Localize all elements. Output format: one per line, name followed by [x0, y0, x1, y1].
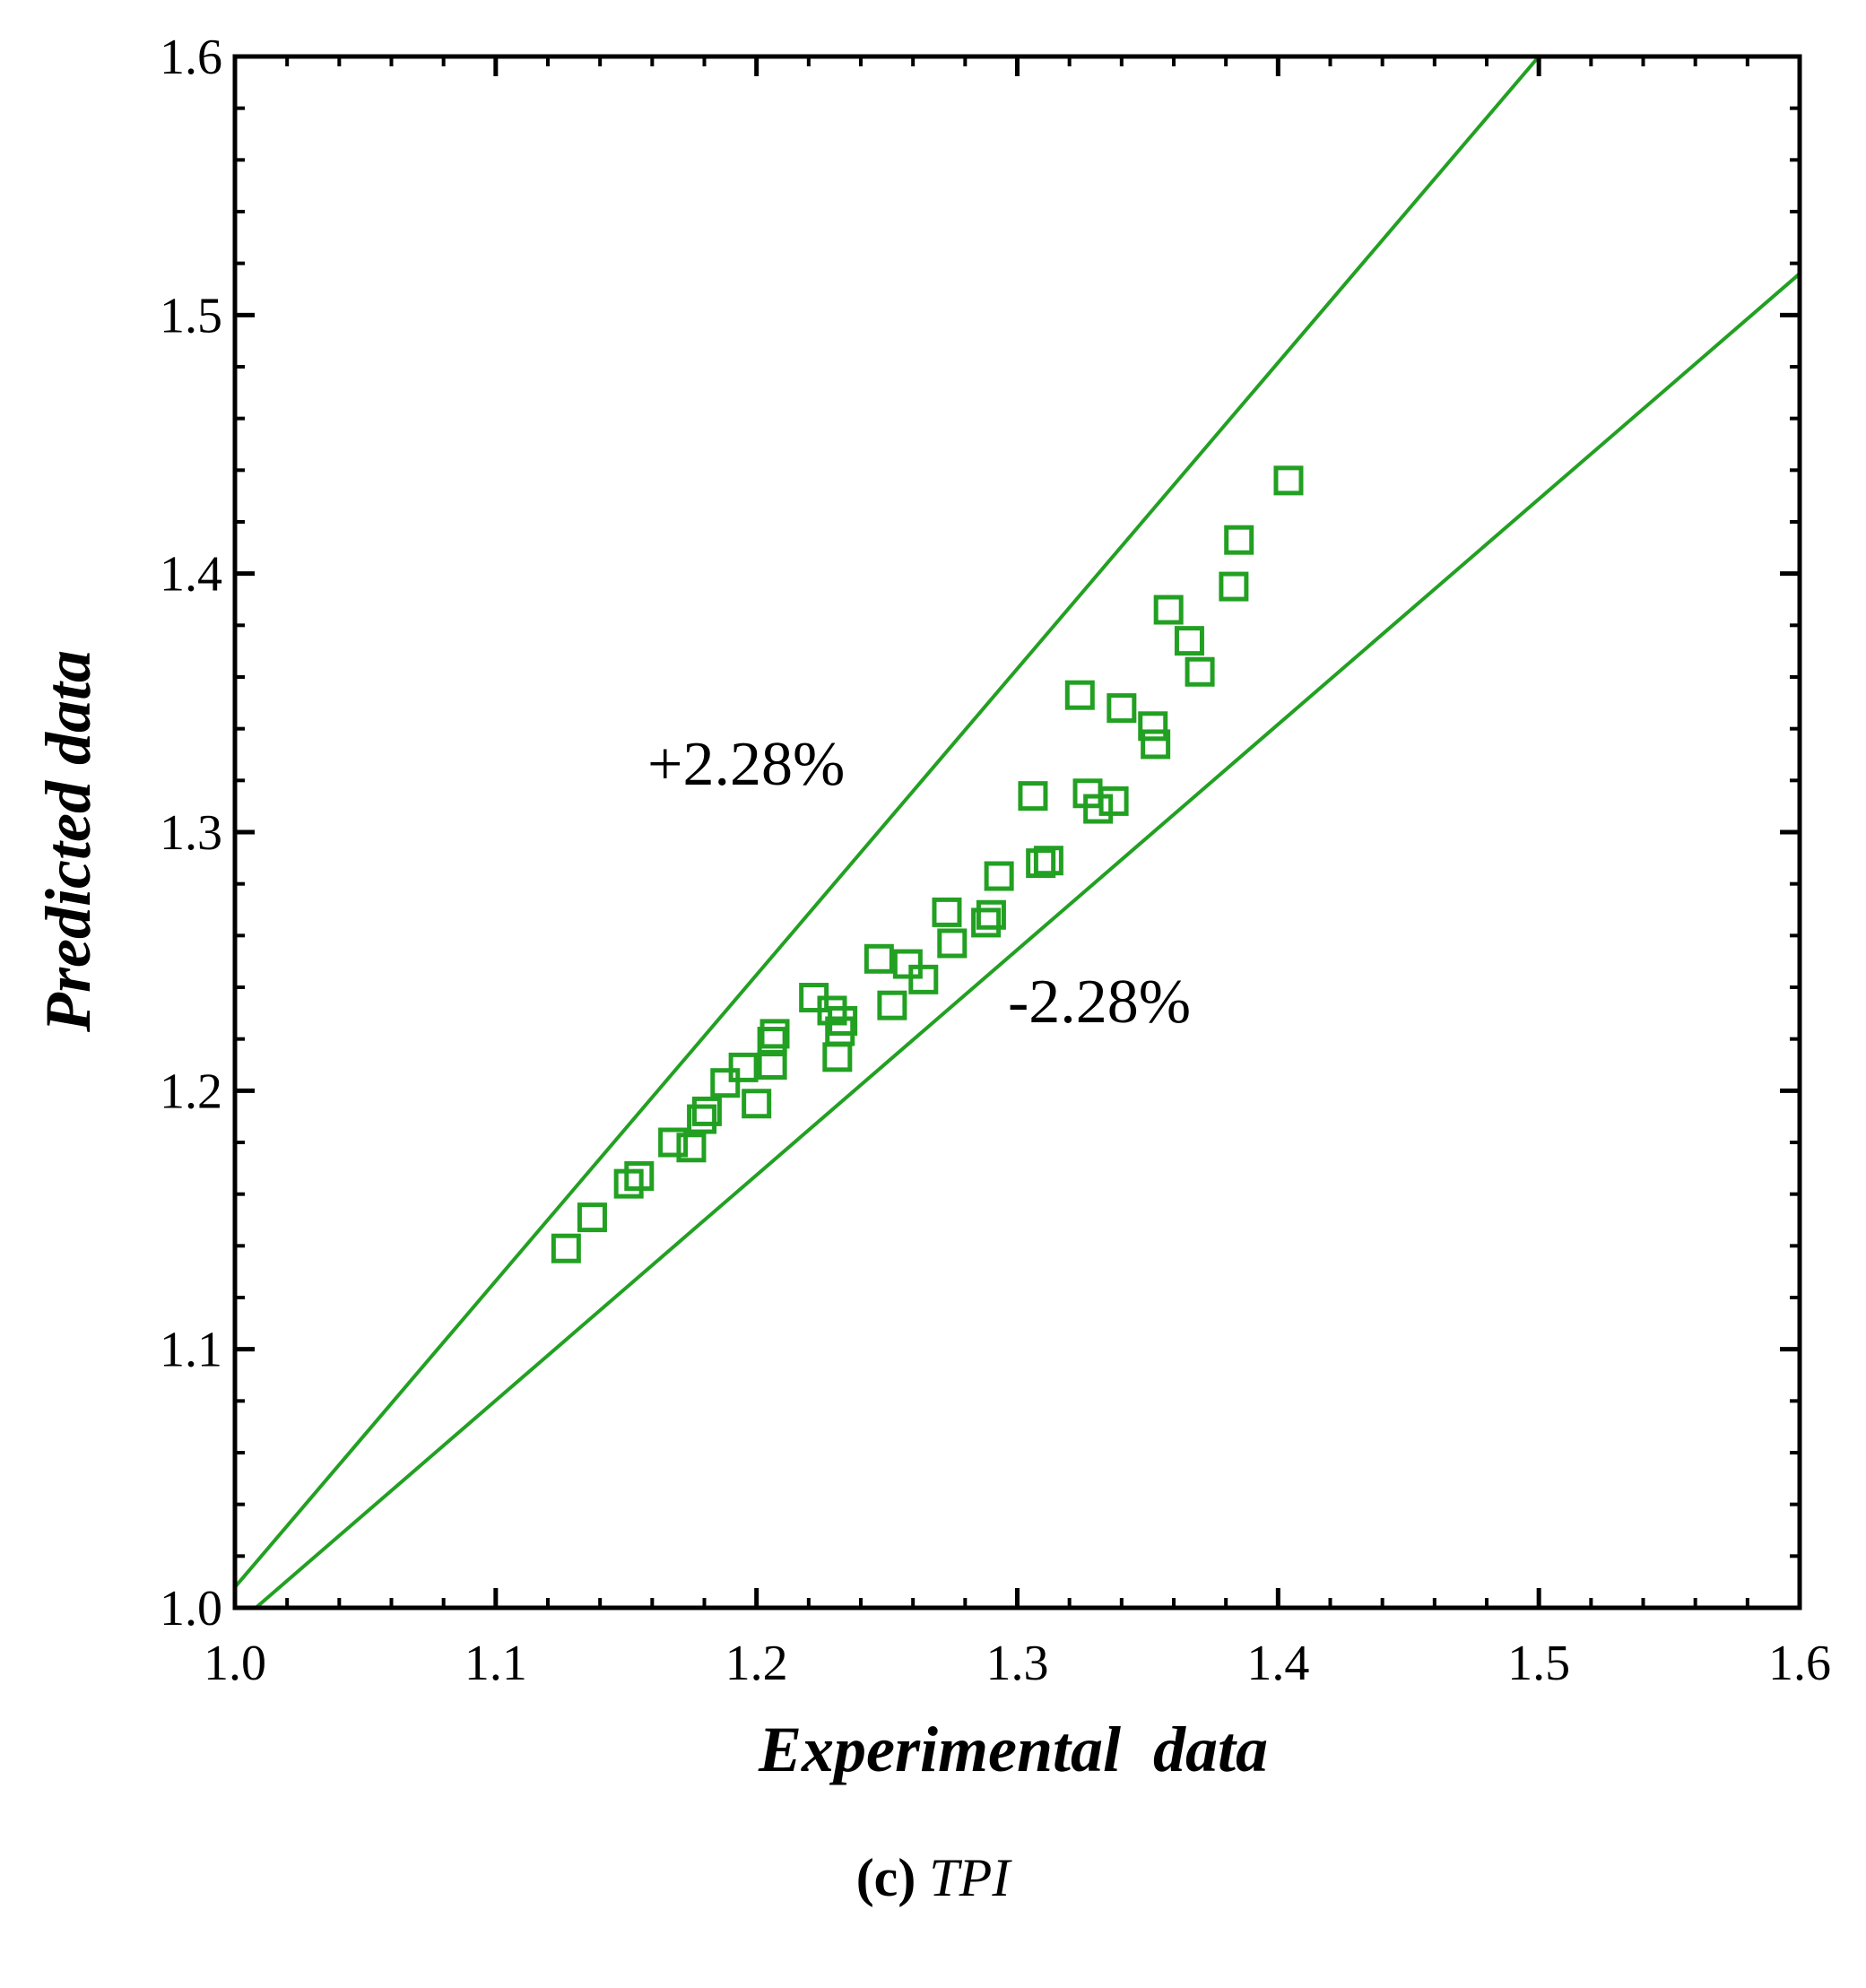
- upper-bound-label: +2.28%: [647, 730, 845, 799]
- data-point: [908, 964, 939, 994]
- y-tick-label: 1.2: [160, 1063, 222, 1119]
- data-point: [691, 1096, 722, 1126]
- data-point: [1026, 848, 1056, 879]
- x-axis-label: Experimental data: [758, 1714, 1268, 1785]
- data-point: [932, 897, 962, 927]
- axis-ticks: [232, 54, 1802, 1610]
- data-point: [877, 990, 907, 1020]
- lower-bound-label: -2.28%: [1008, 968, 1191, 1037]
- data-point: [1224, 525, 1254, 555]
- data-point: [1141, 729, 1171, 760]
- y-tick-label: 1.4: [160, 547, 222, 603]
- data-point: [1273, 465, 1304, 496]
- data-point: [742, 1089, 772, 1119]
- data-point: [1185, 656, 1215, 687]
- data-point: [971, 907, 1002, 938]
- data-point: [710, 1068, 741, 1098]
- data-point: [687, 1104, 717, 1134]
- reference-line-lower: [254, 272, 1800, 1608]
- data-point: [1018, 781, 1048, 812]
- data-point: [577, 1202, 607, 1233]
- tick-labels: 1.0 1.1 1.2 1.3 1.4 1.5 1.6 1.0 1.1 1.2 1.3 1.4 1.5 1…: [160, 30, 1831, 1691]
- y-tick-label: 1.3: [160, 805, 222, 861]
- y-tick-label: 1.1: [160, 1323, 222, 1378]
- data-point: [1174, 626, 1204, 656]
- data-point: [757, 1027, 787, 1057]
- data-point: [1083, 794, 1114, 824]
- data-point: [1107, 693, 1137, 724]
- data-point: [1098, 786, 1129, 816]
- data-point: [1138, 711, 1168, 742]
- y-tick-label: 1.5: [160, 288, 222, 343]
- caption-tag: (c): [855, 1848, 916, 1907]
- data-point: [1219, 571, 1249, 602]
- data-point: [624, 1160, 655, 1191]
- data-point: [892, 949, 923, 979]
- data-point: [551, 1233, 581, 1263]
- data-point: [937, 928, 968, 959]
- data-point: [864, 943, 894, 974]
- data-point: [728, 1052, 759, 1082]
- data-point: [658, 1127, 689, 1158]
- data-point: [1064, 680, 1095, 710]
- data-point: [759, 1019, 790, 1049]
- data-point: [976, 899, 1006, 930]
- plot-frame: [232, 54, 1802, 1610]
- x-tick-label: 1.4: [1246, 1636, 1309, 1691]
- data-point: [1153, 595, 1184, 625]
- y-axis-label: Predicted data: [32, 650, 104, 1033]
- y-tick-label: 1.6: [160, 30, 222, 85]
- data-point: [984, 861, 1014, 891]
- x-tick-label: 1.0: [204, 1636, 266, 1691]
- y-tick-label: 1.0: [160, 1581, 222, 1636]
- data-points: [551, 465, 1304, 1263]
- data-point: [1033, 846, 1063, 876]
- x-tick-label: 1.6: [1768, 1636, 1831, 1691]
- x-tick-label: 1.2: [725, 1636, 788, 1691]
- x-tick-label: 1.5: [1507, 1636, 1570, 1691]
- x-tick-label: 1.3: [986, 1636, 1049, 1691]
- data-point: [828, 1005, 858, 1036]
- data-point: [822, 1042, 853, 1072]
- caption-name: TPI: [929, 1848, 1011, 1907]
- x-tick-label: 1.1: [464, 1636, 527, 1691]
- figure-caption: (c) TPI: [0, 1847, 1866, 1909]
- data-point: [676, 1133, 707, 1163]
- reference-line-upper: [235, 56, 1541, 1589]
- reference-lines: [235, 56, 1800, 1608]
